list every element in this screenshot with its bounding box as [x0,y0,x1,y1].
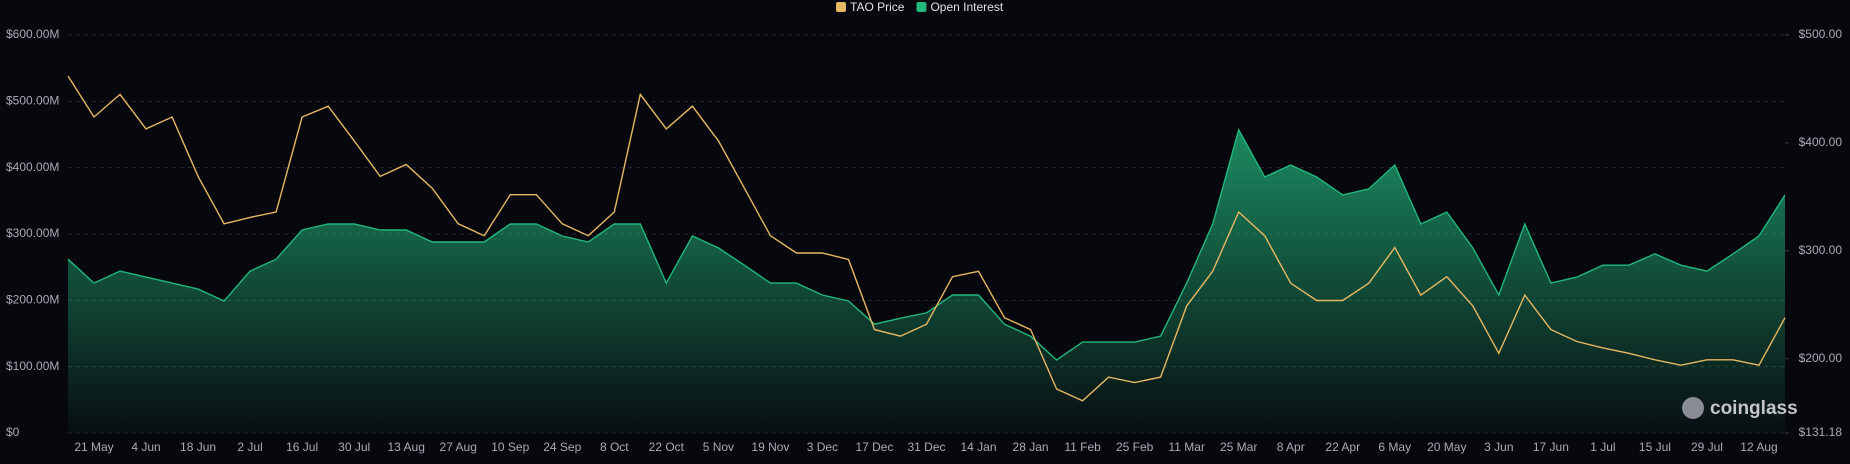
x-tick-label: 25 Feb [1116,440,1154,454]
x-tick-label: 1 Jul [1590,440,1615,454]
area [68,129,1785,433]
x-tick-label: 14 Jan [961,440,997,454]
plot: $0 $100.00M $200.00M $300.00M $400.00M $500.0… [6,27,1842,454]
x-tick-label: 22 Oct [649,440,685,454]
x-tick-label: 3 Jun [1484,440,1513,454]
y2-tick-label: $500.00 [1799,27,1843,41]
x-tick-label: 8 Oct [600,440,629,454]
x-tick-label: 4 Jun [131,440,160,454]
y-tick-label: $0 [6,425,20,439]
x-tick-label: 12 Aug [1740,440,1777,454]
legend-swatch [916,2,927,12]
legend-swatch [836,2,846,12]
x-tick-label: 28 Jan [1013,440,1049,454]
y-tick-label: $500.00M [6,94,59,108]
watermark: coinglass [1682,397,1798,419]
line [67,75,1786,402]
y2-tick-label: $400.00 [1799,135,1843,149]
y-tick-label: $200.00M [6,293,59,307]
legend: TAO Price Open Interest [836,0,1004,14]
x-tick-label: 29 Jul [1691,440,1723,454]
x-tick-label: 5 Nov [703,440,734,454]
x-tick-label: 30 Jul [338,440,370,454]
legend-label: TAO Price [850,0,905,14]
x-tick-label: 6 May [1378,440,1411,454]
x-tick-label: 17 Dec [855,440,893,454]
x-tick-label: 21 May [74,440,113,454]
y-tick-label: $400.00M [6,160,59,174]
x-tick-label: 17 Jun [1533,440,1569,454]
y2-tick-label: $300.00 [1799,243,1843,257]
line [67,128,1786,361]
x-tick-label: 2 Jul [237,440,262,454]
legend-label: Open Interest [930,0,1003,14]
y2-tick-label: $200.00 [1799,351,1843,365]
y2-tick-label: $131.18 [1799,425,1843,439]
watermark-text: coinglass [1710,398,1798,419]
y-tick-label: $600.00M [6,27,59,41]
x-tick-label: 20 May [1427,440,1466,454]
x-tick-label: 22 Apr [1325,440,1360,454]
x-tick-label: 11 Feb [1064,440,1101,454]
x-tick-label: 10 Sep [491,440,529,454]
x-tick-label: 11 Mar [1168,440,1204,454]
watermark-logo [1682,397,1704,419]
x-tick-label: 18 Jun [180,440,216,454]
x-tick-label: 15 Jul [1639,440,1671,454]
x-tick-label: 27 Aug [440,440,477,454]
x-tick-label: 13 Aug [388,440,425,454]
y-tick-label: $300.00M [6,226,59,240]
x-tick-label: 3 Dec [807,440,838,454]
x-tick-label: 31 Dec [907,440,945,454]
x-tick-label: 24 Sep [543,440,581,454]
x-tick-label: 19 Nov [751,440,789,454]
x-tick-label: 25 Mar [1220,440,1257,454]
legend-item: TAO Price [836,0,905,14]
y-tick-label: $100.00M [6,359,59,373]
x-tick-label: 8 Apr [1277,440,1305,454]
x-tick-label: 16 Jul [286,440,318,454]
legend-item: Open Interest [916,0,1004,14]
